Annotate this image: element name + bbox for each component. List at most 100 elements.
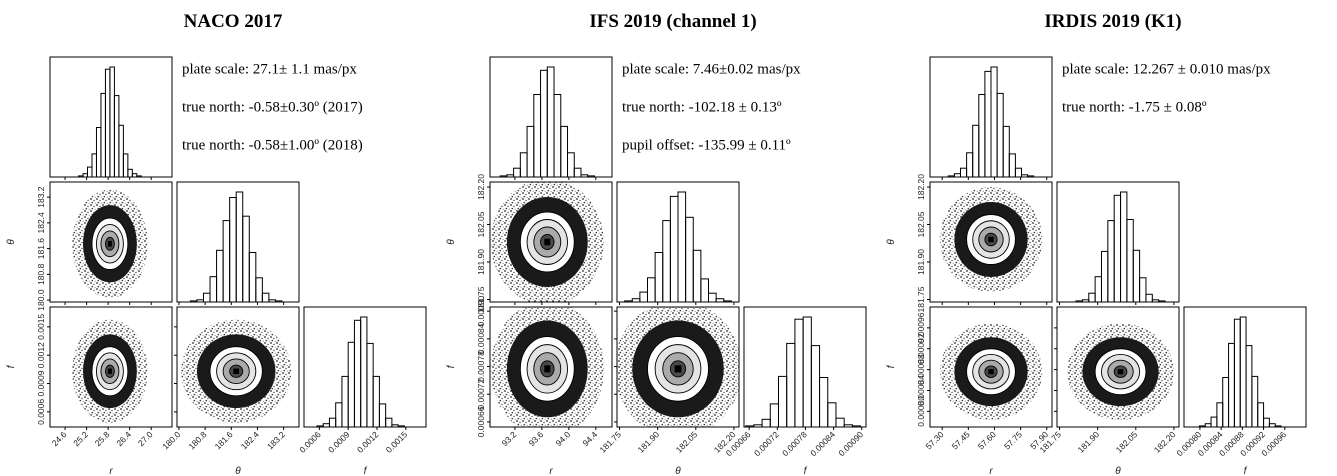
- plot-area: [1075, 191, 1166, 302]
- hist-bar: [685, 216, 694, 302]
- panel: 0.0006 0.0009 0.0012 0.0015 f: [297, 306, 427, 476]
- hist-bar: [1222, 377, 1230, 427]
- x-tick-label: 0.0015: [384, 429, 410, 455]
- density-peak: [107, 368, 112, 374]
- hist-bar: [1210, 416, 1218, 427]
- annotation: plate scale: 27.1± 1.1 mas/px: [182, 61, 357, 77]
- hist-bar: [229, 197, 237, 302]
- panel: [929, 56, 1053, 180]
- hist-bar: [100, 92, 106, 177]
- hist-bar: [113, 95, 120, 177]
- x-tick-label: 183.2: [265, 429, 287, 451]
- x-axis-label: f: [1244, 466, 1248, 476]
- hist-bar: [366, 342, 374, 427]
- x-axis-label: r: [109, 466, 113, 476]
- hist-bar: [1216, 402, 1224, 427]
- panel-frame: [1183, 306, 1307, 428]
- hist-bar: [1263, 417, 1270, 427]
- panel-frame: [489, 181, 613, 303]
- panel-frame: [1056, 306, 1180, 428]
- x-axis-label: θ: [675, 466, 681, 476]
- x-axis-label: r: [549, 466, 553, 476]
- x-tick-label: 182.05: [1114, 429, 1140, 455]
- x-tick-label: 57.45: [950, 429, 972, 451]
- panel-frame: [49, 56, 173, 178]
- hist-bar: [639, 291, 648, 302]
- x-tick-label: 94.4: [580, 429, 599, 448]
- hist-bar: [786, 342, 796, 427]
- hist-bar: [692, 249, 702, 302]
- hist-bar: [715, 298, 725, 302]
- x-axis-label: r: [989, 466, 993, 476]
- hist-bar: [1113, 194, 1122, 302]
- hist-bar: [560, 125, 569, 177]
- hist-bar: [1132, 249, 1141, 302]
- hist-bar: [1245, 345, 1253, 427]
- chart-title: IFS 2019 (channel 1): [589, 11, 756, 32]
- hist-bar: [360, 316, 368, 427]
- panel-frame: [303, 306, 427, 428]
- hist-bar: [209, 276, 218, 302]
- hist-bar: [827, 402, 837, 427]
- panel-frame: [929, 181, 1053, 303]
- hist-bar: [677, 191, 687, 302]
- plot-area: [72, 189, 148, 298]
- plot-area: [947, 66, 1035, 177]
- x-tick-label: 181.90: [636, 429, 662, 455]
- hist-bar: [235, 191, 244, 302]
- plot-area: [316, 316, 405, 427]
- density-peak: [544, 238, 551, 246]
- x-tick-label: 26.4: [114, 429, 133, 448]
- plot-area: [181, 319, 292, 423]
- hist-bar: [242, 215, 250, 302]
- hist-bar: [91, 153, 97, 177]
- annotation: true north: -0.58±1.00º (2018): [182, 137, 363, 153]
- annotation: true north: -0.58±0.30º (2017): [182, 99, 363, 115]
- hist-bar: [777, 375, 788, 427]
- plot-area: [939, 187, 1043, 292]
- chart-title: NACO 2017: [184, 11, 283, 32]
- hist-bar: [769, 403, 779, 427]
- plot-area: [78, 66, 142, 177]
- y-tick-label: 182.05: [916, 211, 926, 237]
- hist-bar: [1120, 191, 1128, 302]
- hist-bar: [248, 252, 257, 302]
- y-tick-label: 0.00092: [916, 333, 926, 364]
- hist-bar: [1257, 402, 1265, 427]
- plot-area: [745, 316, 862, 427]
- panel: [1056, 181, 1180, 305]
- hist-bar: [1100, 250, 1109, 302]
- hist-bar: [109, 66, 115, 177]
- panel-frame: [176, 181, 300, 303]
- hist-bar: [794, 318, 804, 427]
- hist-bar: [86, 166, 93, 177]
- x-tick-label: 0.00078: [780, 429, 809, 458]
- x-axis-label: θ: [1115, 466, 1121, 476]
- hist-bar: [216, 249, 224, 302]
- density-peak: [988, 236, 994, 243]
- x-tick-label: 181.90: [1076, 429, 1102, 455]
- annotation: plate scale: 7.46±0.02 mas/px: [622, 61, 801, 77]
- density-peak: [1117, 369, 1124, 375]
- plot-area: [490, 307, 604, 427]
- x-tick-label: 57.75: [1002, 429, 1024, 451]
- hist-bar: [104, 68, 111, 177]
- y-tick-label: 181.90: [916, 249, 926, 275]
- hist-bar: [1239, 316, 1247, 427]
- y-tick-label: 0.00096: [916, 312, 926, 343]
- hist-bar: [708, 292, 717, 302]
- panel-frame: [489, 56, 613, 178]
- hist-bar: [95, 127, 102, 177]
- x-tick-label: 0.0009: [326, 429, 352, 455]
- panel-frame: [49, 181, 173, 303]
- hist-bar: [835, 417, 845, 427]
- x-tick-label: 181.6: [213, 429, 235, 451]
- panel-frame: [929, 56, 1053, 178]
